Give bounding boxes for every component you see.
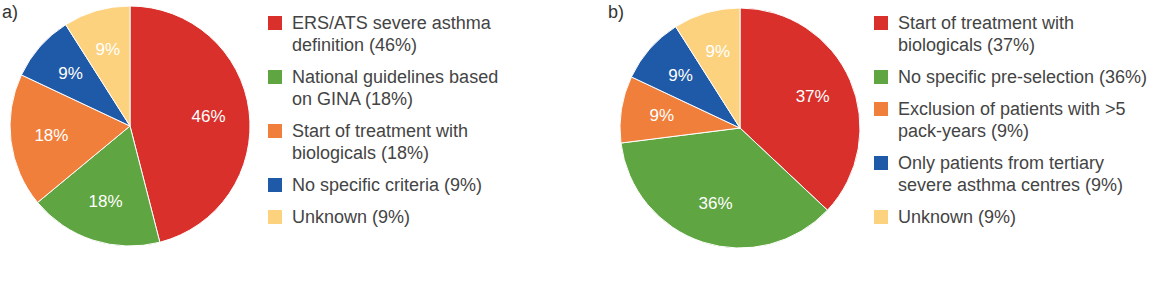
legend-label: Only patients from tertiary severe asthm… [898,153,1123,195]
legend-label: ERS/ATS severe asthma definition (46%) [292,13,491,55]
slice-label: 9% [706,42,731,61]
data-labels: 46% 18% 18% 9% 9% [34,40,225,210]
slice-label: 9% [668,66,693,85]
legend-swatch [268,210,282,224]
legend-swatch [874,210,888,224]
legend-label: No specific criteria (9%) [292,175,482,195]
slice-label: 37% [796,87,830,106]
slice-label: 9% [96,40,121,59]
legend-item: Start of treatment with biologicals (18%… [268,120,513,164]
legend-swatch [268,70,282,84]
slice-label: 46% [192,107,226,126]
legend-swatch [874,156,888,170]
slice-label: 18% [34,126,68,145]
panel-title: a) [2,2,18,23]
legend-label: No specific pre-selection (36%) [898,67,1147,87]
legend-label: National guidelines based on GINA (18%) [292,67,498,109]
legend-swatch [874,16,888,30]
panel-title: b) [608,2,624,23]
legend-swatch [874,102,888,116]
legend: Start of treatment with biologicals (37%… [874,12,1149,228]
legend-swatch [268,178,282,192]
slice-label: 36% [699,194,733,213]
legend-swatch [268,124,282,138]
pie-slice [621,128,828,248]
slice-label: 18% [89,192,123,211]
legend-item: ERS/ATS severe asthma definition (46%) [268,12,513,56]
slice-label: 9% [58,64,83,83]
pie-chart: 46% 18% 18% 9% 9% [0,0,280,281]
figure: a) 46% 18% 18% 9% 9% ERS/ATS severe asthma def… [0,0,1161,281]
legend-swatch [268,16,282,30]
slice-label: 9% [649,106,674,125]
legend-label: Unknown (9%) [898,207,1016,227]
legend-label: Start of treatment with biologicals (18%… [292,121,468,163]
legend: ERS/ATS severe asthma definition (46%) Na… [268,12,513,228]
legend-swatch [874,70,888,84]
legend-item: No specific pre-selection (36%) [874,66,1149,88]
legend-item: Unknown (9%) [874,206,1149,228]
legend-item: National guidelines based on GINA (18%) [268,66,513,110]
legend-item: No specific criteria (9%) [268,174,513,196]
legend-item: Unknown (9%) [268,206,513,228]
legend-item: Start of treatment with biologicals (37%… [874,12,1149,56]
legend-label: Start of treatment with biologicals (37%… [898,13,1074,55]
pie-chart: 37% 36% 9% 9% 9% [606,0,886,281]
legend-label: Exclusion of patients with >5 pack-years… [898,99,1126,141]
data-labels: 37% 36% 9% 9% 9% [649,42,829,212]
legend-label: Unknown (9%) [292,207,410,227]
legend-item: Exclusion of patients with >5 pack-years… [874,98,1149,142]
legend-item: Only patients from tertiary severe asthm… [874,152,1149,196]
